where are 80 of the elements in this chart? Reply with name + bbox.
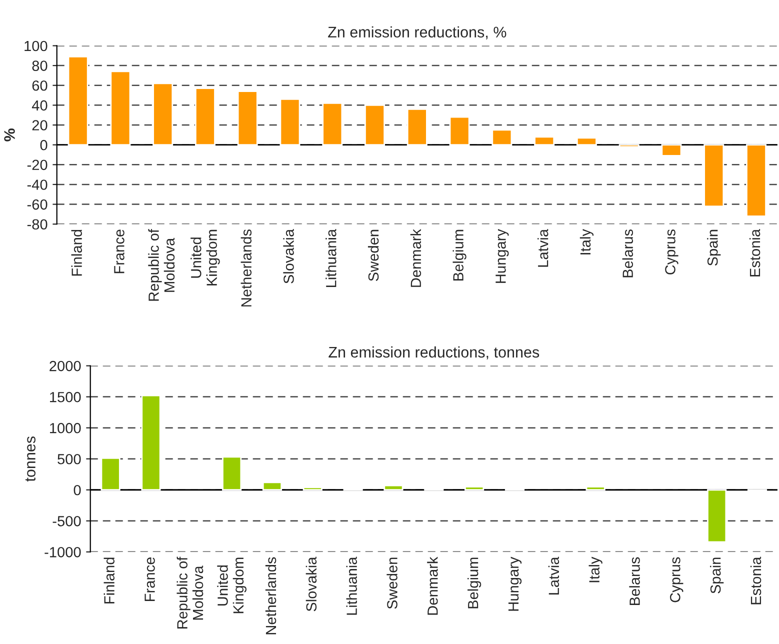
bar — [704, 144, 724, 207]
y-tick-label: 0 — [74, 484, 81, 496]
x-tick-label: Spain — [707, 230, 721, 266]
bar — [464, 486, 484, 491]
y-tick-label: 80 — [32, 60, 48, 71]
x-tick-label: Italy — [588, 556, 602, 582]
y-tick-label: 1000 — [50, 422, 81, 434]
x-tick-label: Spain — [710, 558, 724, 594]
bar — [534, 136, 555, 146]
bar — [576, 137, 597, 146]
y-tick-label: 500 — [58, 454, 81, 464]
y-tick-label: 40 — [32, 100, 48, 111]
x-tick-label: Estonia — [750, 556, 762, 604]
bar — [746, 144, 766, 217]
bar — [152, 82, 174, 146]
x-tick-label: Belgium — [468, 558, 482, 608]
bar — [661, 144, 682, 156]
x-tick-label: Belgium — [452, 230, 466, 280]
bar — [222, 456, 242, 491]
x-tick-label: Hungary — [496, 228, 509, 283]
x-tick-label: Netherlands — [240, 229, 252, 306]
bar — [141, 394, 161, 491]
x-tick-label: Finland — [71, 230, 82, 276]
x-tick-label: Latvia — [538, 228, 548, 267]
y-axis-title: tonnes — [25, 436, 36, 482]
bar — [100, 458, 120, 491]
bar — [68, 56, 88, 146]
bar — [280, 98, 300, 146]
bar — [322, 102, 343, 146]
x-tick-label: Republic of Moldova — [176, 556, 204, 629]
chart-title: Zn emission reductions, % — [328, 26, 506, 40]
x-tick-label: Netherlands — [265, 557, 276, 634]
x-tick-label: Lithuania — [346, 556, 357, 615]
bar — [302, 486, 322, 491]
y-tick-label: -1000 — [44, 547, 81, 558]
y-tick-label: -20 — [27, 160, 48, 170]
x-tick-label: Hungary — [508, 556, 522, 611]
x-tick-label: Sweden — [368, 230, 379, 282]
x-tick-label: Estonia — [749, 228, 760, 276]
bar — [194, 88, 216, 146]
y-tick-label: -80 — [27, 219, 48, 230]
x-tick-label: France — [144, 557, 155, 601]
x-tick-label: United Kingdom — [190, 230, 220, 286]
x-tick-label: Slovakia — [306, 556, 317, 612]
x-tick-label: Belarus — [629, 557, 640, 606]
y-tick-label: 100 — [24, 40, 48, 52]
x-tick-label: Latvia — [548, 556, 560, 594]
x-tick-label: United Kingdom — [217, 558, 246, 614]
y-tick-label: 0 — [40, 140, 48, 150]
y-tick-label: 20 — [32, 120, 48, 130]
x-tick-label: Lithuania — [326, 228, 336, 287]
bar — [384, 484, 404, 491]
bar — [406, 108, 428, 146]
chart-title: Zn emission reductions, tonnes — [328, 346, 540, 360]
bar — [449, 116, 470, 146]
y-tick-label: 60 — [32, 80, 48, 91]
bar — [110, 70, 131, 146]
x-tick-label: Denmark — [410, 228, 422, 287]
x-tick-label: Republic of Moldova — [148, 228, 175, 301]
bar — [492, 129, 512, 146]
y-tick-label: -40 — [27, 180, 48, 190]
x-tick-label: Cyprus — [665, 229, 678, 274]
y-axis-title: % — [4, 128, 15, 142]
y-tick-label: 1500 — [50, 392, 81, 402]
x-tick-label: France — [114, 230, 124, 274]
x-tick-label: Italy — [580, 229, 594, 254]
x-tick-label: Denmark — [427, 556, 438, 615]
bar — [262, 482, 282, 491]
bar — [237, 90, 258, 146]
bar — [364, 104, 385, 146]
x-tick-label: Sweden — [386, 558, 398, 609]
y-tick-label: -60 — [27, 199, 48, 210]
x-tick-label: Cyprus — [670, 557, 684, 602]
x-tick-label: Finland — [104, 558, 114, 604]
bar — [707, 489, 727, 543]
y-tick-label: -500 — [52, 516, 81, 526]
x-tick-label: Slovakia — [283, 228, 294, 284]
y-tick-label: 2000 — [50, 360, 81, 372]
bar — [586, 486, 606, 491]
x-tick-label: Belarus — [622, 229, 634, 278]
